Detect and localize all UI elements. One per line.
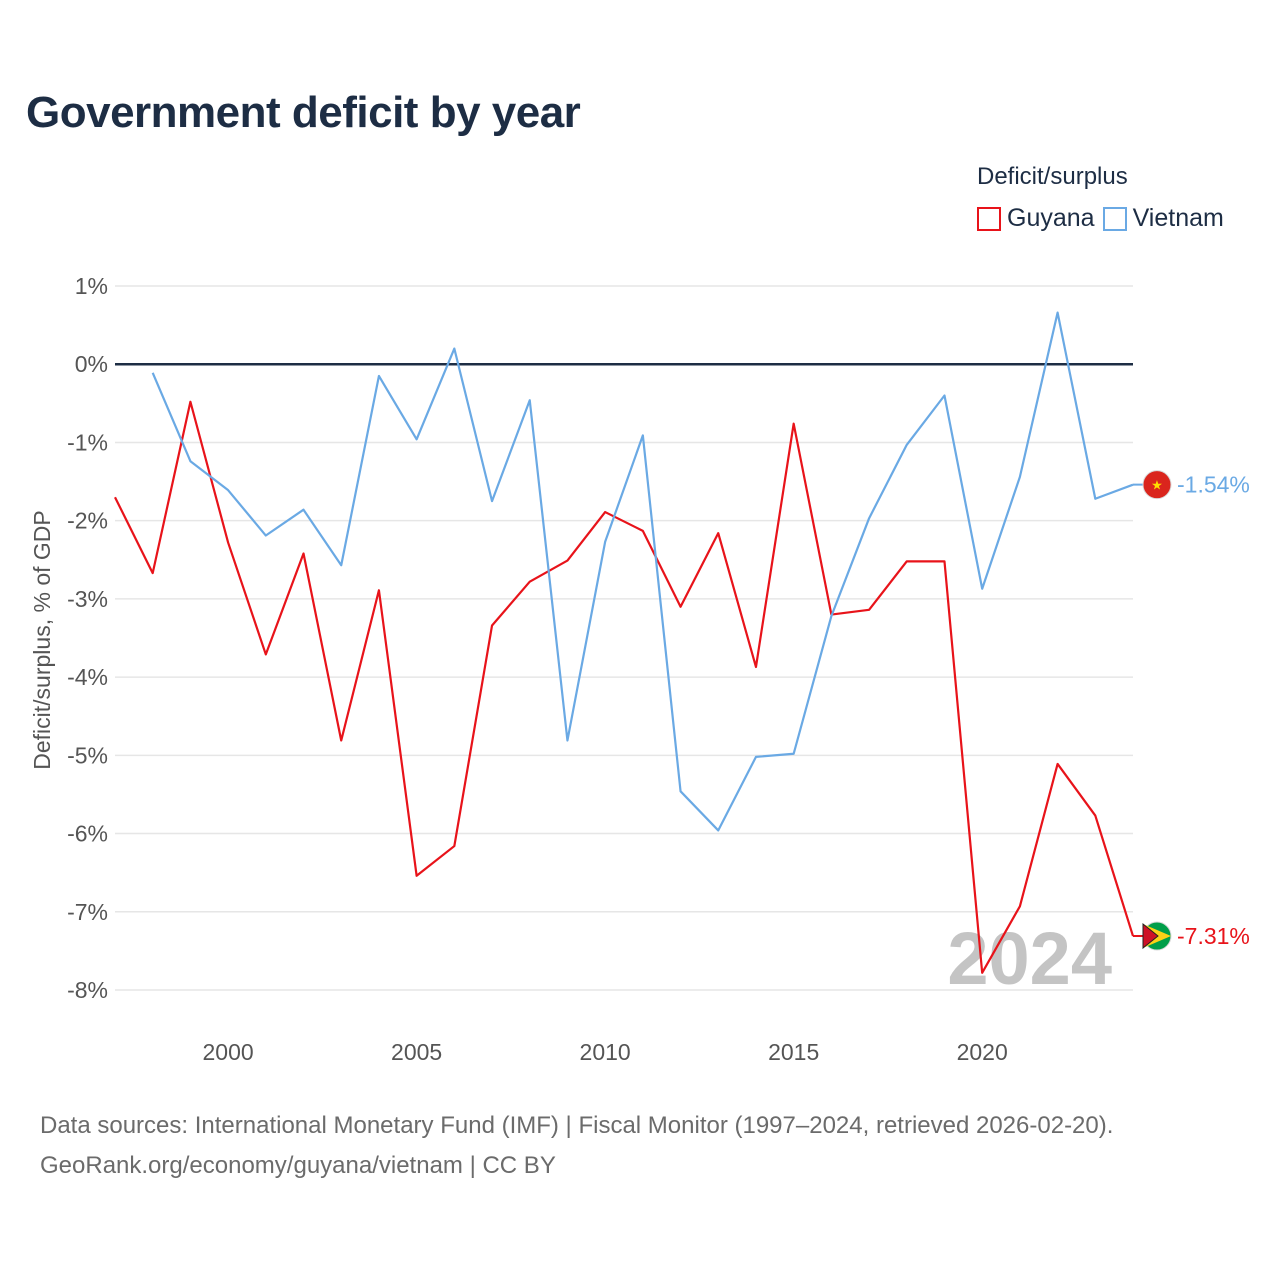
- svg-text:★: ★: [1151, 478, 1163, 493]
- data-point-guyana[interactable]: [186, 398, 194, 406]
- y-tick-label: -3%: [67, 586, 108, 612]
- data-point-vietnam[interactable]: [903, 441, 911, 449]
- y-tick-label: -6%: [67, 821, 108, 847]
- y-axis-label: Deficit/surplus, % of GDP: [29, 510, 55, 769]
- end-value-label-guyana: -7.31%: [1177, 923, 1250, 949]
- y-tick-label: 1%: [75, 273, 108, 299]
- data-point-guyana[interactable]: [978, 969, 986, 977]
- end-markers: -7.31% ★ -1.54%: [1133, 470, 1250, 951]
- data-point-guyana[interactable]: [1054, 760, 1062, 768]
- x-tick-label: 2010: [580, 1039, 631, 1065]
- data-point-guyana[interactable]: [488, 621, 496, 629]
- data-point-guyana[interactable]: [1091, 812, 1099, 820]
- data-point-guyana[interactable]: [865, 606, 873, 614]
- data-point-guyana[interactable]: [790, 420, 798, 428]
- data-point-vietnam[interactable]: [752, 753, 760, 761]
- y-tick-label: -1%: [67, 429, 108, 455]
- data-point-vietnam[interactable]: [224, 486, 232, 494]
- data-point-vietnam[interactable]: [601, 538, 609, 546]
- data-point-guyana[interactable]: [375, 586, 383, 594]
- data-point-vietnam[interactable]: [563, 736, 571, 744]
- data-point-vietnam[interactable]: [714, 826, 722, 834]
- footer-link[interactable]: GeoRank.org/economy/guyana/vietnam | CC …: [40, 1152, 556, 1179]
- data-point-vietnam[interactable]: [450, 345, 458, 353]
- x-tick-label: 2005: [391, 1039, 442, 1065]
- data-point-vietnam[interactable]: [300, 506, 308, 514]
- legend-item-vietnam[interactable]: Vietnam: [1102, 204, 1224, 233]
- data-point-vietnam[interactable]: [186, 457, 194, 465]
- legend-label-vietnam: Vietnam: [1132, 204, 1224, 232]
- data-point-vietnam[interactable]: [413, 435, 421, 443]
- footer: Data sources: International Monetary Fun…: [40, 1106, 1113, 1186]
- y-axis-ticks: 1% 0% -1% -2% -3% -4% -5% -6% -7% -8%: [67, 273, 108, 1003]
- data-point-vietnam[interactable]: [940, 392, 948, 400]
- data-point-guyana[interactable]: [563, 557, 571, 565]
- legend: Guyana Vietnam: [977, 204, 1232, 233]
- flag-marker-guyana: [1142, 921, 1172, 951]
- series-line-vietnam[interactable]: [151, 311, 1134, 832]
- data-point-vietnam[interactable]: [827, 612, 835, 620]
- x-tick-label: 2020: [957, 1039, 1008, 1065]
- data-point-vietnam[interactable]: [677, 787, 685, 795]
- data-point-vietnam[interactable]: [488, 497, 496, 505]
- y-tick-label: -8%: [67, 977, 108, 1003]
- data-point-vietnam[interactable]: [1091, 495, 1099, 503]
- line-chart: 1% 0% -1% -2% -3% -4% -5% -6% -7% -8% 2000 2005 201…: [29, 273, 1250, 1065]
- flag-marker-vietnam: ★: [1142, 470, 1172, 500]
- data-point-guyana[interactable]: [940, 557, 948, 565]
- gridlines: [115, 285, 1133, 991]
- x-axis-ticks: 2000 2005 2010 2015 2020: [203, 1039, 1008, 1065]
- data-point-guyana[interactable]: [149, 569, 157, 577]
- y-tick-label: -2%: [67, 508, 108, 534]
- end-value-label-vietnam: -1.54%: [1177, 472, 1250, 498]
- data-point-vietnam[interactable]: [526, 396, 534, 404]
- data-point-guyana[interactable]: [413, 872, 421, 880]
- data-point-guyana[interactable]: [1016, 902, 1024, 910]
- y-tick-label: -4%: [67, 664, 108, 690]
- x-tick-label: 2000: [203, 1039, 254, 1065]
- data-point-vietnam[interactable]: [1054, 309, 1062, 317]
- chart-title: Government deficit by year: [26, 88, 581, 137]
- legend-swatch-guyana: [977, 206, 1001, 231]
- data-point-vietnam[interactable]: [865, 514, 873, 522]
- data-point-guyana[interactable]: [262, 650, 270, 658]
- data-point-guyana[interactable]: [752, 663, 760, 671]
- data-point-vietnam[interactable]: [790, 750, 798, 758]
- data-point-vietnam[interactable]: [639, 431, 647, 439]
- data-point-guyana[interactable]: [450, 842, 458, 850]
- data-point-guyana[interactable]: [903, 557, 911, 565]
- data-point-guyana[interactable]: [337, 736, 345, 744]
- y-tick-label: -7%: [67, 899, 108, 925]
- data-point-vietnam[interactable]: [262, 532, 270, 540]
- y-tick-label: -5%: [67, 742, 108, 768]
- y-tick-label: 0%: [75, 351, 108, 377]
- data-point-guyana[interactable]: [300, 550, 308, 558]
- data-point-guyana[interactable]: [526, 578, 534, 586]
- data-point-guyana[interactable]: [224, 539, 232, 547]
- data-point-vietnam[interactable]: [1016, 473, 1024, 481]
- x-tick-label: 2015: [768, 1039, 819, 1065]
- legend-swatch-vietnam: [1102, 206, 1127, 231]
- data-point-vietnam[interactable]: [978, 585, 986, 593]
- legend-item-guyana[interactable]: Guyana: [977, 204, 1095, 233]
- data-point-vietnam[interactable]: [149, 369, 157, 377]
- footer-sources: Data sources: International Monetary Fun…: [40, 1112, 1114, 1139]
- year-watermark: 2024: [947, 917, 1112, 1000]
- data-point-guyana[interactable]: [677, 603, 685, 611]
- data-point-guyana[interactable]: [639, 527, 647, 535]
- series-line-guyana[interactable]: [114, 400, 1135, 974]
- legend-label-guyana: Guyana: [1007, 204, 1095, 232]
- series-lines: [111, 309, 1135, 977]
- legend-title: Deficit/surplus: [977, 163, 1128, 190]
- data-point-guyana[interactable]: [601, 508, 609, 516]
- data-point-vietnam[interactable]: [337, 561, 345, 569]
- data-point-guyana[interactable]: [111, 493, 119, 501]
- data-point-guyana[interactable]: [714, 529, 722, 537]
- data-point-vietnam[interactable]: [375, 372, 383, 380]
